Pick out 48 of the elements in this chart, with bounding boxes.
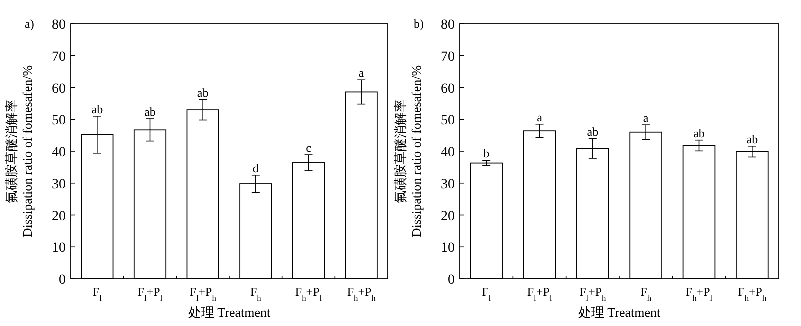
y-tick-label: 20 <box>441 209 455 224</box>
chart-title: b) <box>414 17 424 31</box>
chart-title: a) <box>25 17 34 31</box>
x-tick-label: F$_{h}$+P$_{l}$ <box>686 285 714 302</box>
x-tick-label: F$_{h}$ <box>640 285 652 302</box>
x-tick-label: F$_{l}$+P$_{h}$ <box>190 285 218 302</box>
x-tick-label: F$_{l}$+P$_{l}$ <box>138 285 164 302</box>
y-tick-label: 40 <box>441 146 455 160</box>
x-axis-title: 处理 Treatment <box>188 305 271 320</box>
annotation: d <box>252 161 259 176</box>
y-tick-label: 80 <box>52 18 66 33</box>
x-tick-label: F$_{l}$+P$_{h}$ <box>580 285 608 302</box>
y-tick-label: 0 <box>448 273 455 288</box>
y-tick-label: 30 <box>441 177 455 192</box>
x-tick-label: F$_{l}$+P$_{l}$ <box>527 285 553 302</box>
y-tick-label: 10 <box>52 241 66 256</box>
annotation: ab <box>587 124 599 139</box>
y-tick-label: 60 <box>441 82 455 97</box>
annotation: b <box>484 146 490 161</box>
annotation: a <box>537 110 544 124</box>
y-tick-label: 0 <box>59 273 66 288</box>
x-axis-title: 处理 Treatment <box>578 305 661 320</box>
annotation: ab <box>144 104 156 119</box>
x-tick-label: F$_{h}$ <box>250 285 262 302</box>
y-axis-title: 氟磺胺草醚消解率 Dissipation ratio of fomesafen/% <box>393 65 424 238</box>
y-tick-label: 30 <box>52 177 66 192</box>
y-tick-label: 70 <box>441 50 455 65</box>
x-tick-label: F$_{h}$+P$_{l}$ <box>295 285 323 302</box>
x-tick-label: F$_{l}$ <box>92 285 103 302</box>
y-tick-label: 10 <box>441 241 455 256</box>
x-tick-label: F$_{h}$+P$_{h}$ <box>738 285 768 302</box>
y-tick-label: 80 <box>441 18 455 33</box>
y-tick-label: 20 <box>52 209 66 224</box>
x-tick-label: F$_{h}$+P$_{h}$ <box>347 285 377 302</box>
annotation: ab <box>197 86 209 100</box>
x-tick-label: F$_{l}$ <box>482 285 492 302</box>
annotation: c <box>306 141 312 156</box>
y-axis-title: 氟磺胺草醚消解率 Dissipation ratio of fomesafen/% <box>4 65 35 238</box>
annotation: a <box>358 66 365 80</box>
annotation: ab <box>694 126 705 140</box>
annotation: a <box>643 111 650 126</box>
y-tick-label: 40 <box>52 146 66 160</box>
y-tick-label: 70 <box>52 50 66 65</box>
annotation: ab <box>92 102 104 116</box>
y-tick-label: 50 <box>441 114 455 129</box>
y-tick-label: 60 <box>52 82 66 97</box>
annotation: ab <box>746 132 758 146</box>
y-tick-label: 50 <box>52 114 66 129</box>
